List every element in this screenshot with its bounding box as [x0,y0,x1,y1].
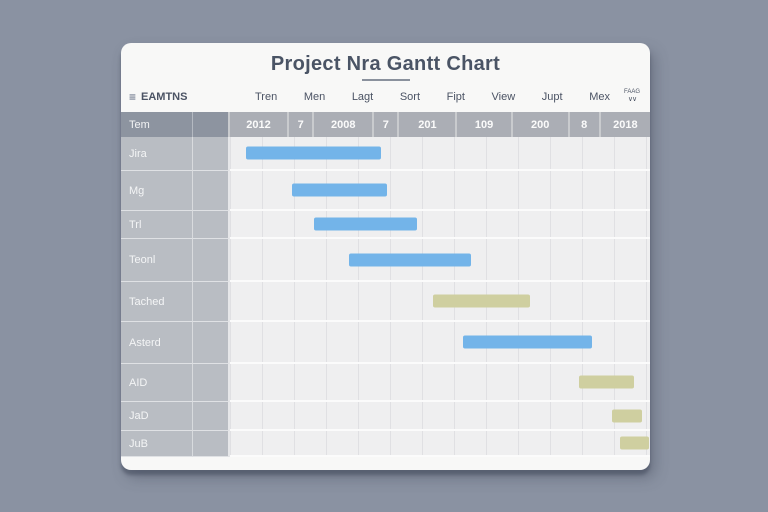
menu-item-lagt[interactable]: Lagt [351,91,374,103]
spacer-cell [193,431,230,457]
task-label-2: Trl [121,211,193,239]
table-row: JaD [121,402,650,431]
period-header-cells: 2012 7 2008 7 201 109 200 8 2018 [230,112,650,137]
period-header-row: Tem 2012 7 2008 7 201 109 200 8 2018 [121,112,650,137]
table-row: AID [121,364,650,402]
period-cell-8: 2018 [600,112,650,137]
gantt-bar-trl[interactable] [314,217,417,231]
period-cell-4: 201 [399,112,456,137]
spacer-cell [193,171,230,211]
timeline-cell [230,137,650,171]
timeline-cell [230,431,650,457]
menu-item-fipt[interactable]: Fipt [446,91,465,103]
gantt-bar-mg[interactable] [291,183,388,197]
timeline-cell [230,282,650,322]
task-label-7: JaD [121,402,193,431]
task-label-8: JuB [121,431,193,457]
period-cell-7: 8 [569,112,599,137]
overflow-label: FAAG [623,89,640,96]
corner-header-cell: Tem [121,112,193,137]
task-label-0: Jira [121,137,193,171]
gantt-window: Project Nra Gantt Chart ≡ EAMTNS Tren Me… [121,43,650,470]
title-underline [361,79,410,81]
task-label-1: Mg [121,171,193,211]
period-cell-0: 2012 [230,112,288,137]
spacer-cell [193,211,230,239]
timeline-cell [230,211,650,239]
menubar: ≡ EAMTNS Tren Men Lagt Sort Fipt View Ju… [121,84,650,110]
timeline-cell [230,322,650,364]
app-brand[interactable]: ≡ EAMTNS [129,91,247,103]
menu-item-mex[interactable]: Mex [589,91,610,103]
chevron-down-icon: ∨∨ [627,96,637,104]
gantt-bar-teonl[interactable] [349,253,472,266]
task-label-3: Teonl [121,239,193,282]
menu-item-view[interactable]: View [491,91,516,103]
task-label-4: Tached [121,282,193,322]
gantt-grid: Tem 2012 7 2008 7 201 109 200 8 2018 Jira Mg Trl Te… [121,112,650,457]
gantt-bar-jira[interactable] [245,146,382,160]
menu-item-tren[interactable]: Tren [255,91,278,103]
table-row: Mg [121,171,650,211]
gantt-rows: Jira Mg Trl Teonl Tached Asterd AID JaD JuB [121,137,650,457]
gantt-bar-aid[interactable] [579,375,635,389]
menu-items: Tren Men Lagt Sort Fipt View Jupt Mex [247,91,624,103]
table-row: Trl [121,211,650,239]
menu-item-jupt[interactable]: Jupt [541,91,563,103]
spacer-cell [193,282,230,322]
gantt-bar-tached[interactable] [432,294,530,308]
menu-item-sort[interactable]: Sort [399,91,421,103]
spacer-cell [193,402,230,431]
brand-label: EAMTNS [141,91,188,103]
spacer-cell [193,239,230,282]
spacer-cell [193,364,230,402]
spacer-cell [193,137,230,171]
table-row: Tached [121,282,650,322]
timeline-cell [230,364,650,402]
page-title: Project Nra Gantt Chart [270,53,501,75]
table-row: Jira [121,137,650,171]
hamburger-menu-icon[interactable]: ≡ [129,90,137,104]
task-label-5: Asterd [121,322,193,364]
gantt-bar-asterd[interactable] [463,335,593,349]
spacer-cell [193,322,230,364]
gantt-bar-jad[interactable] [611,409,642,422]
timeline-cell [230,402,650,431]
corner-spacer-cell [193,112,230,137]
timeline-cell [230,171,650,211]
overflow-dropdown-button[interactable]: FAAG ∨∨ [624,89,640,105]
table-row: JuB [121,431,650,457]
period-cell-5: 109 [457,112,511,137]
timeline-cell [230,239,650,282]
table-row: Teonl [121,239,650,282]
task-label-6: AID [121,364,193,402]
period-cell-2: 2008 [314,112,373,137]
period-cell-3: 7 [374,112,398,137]
period-cell-6: 200 [512,112,568,137]
table-row: Asterd [121,322,650,364]
gantt-bar-jub[interactable] [619,436,650,450]
menu-item-men[interactable]: Men [303,91,326,103]
period-cell-1: 7 [289,112,313,137]
